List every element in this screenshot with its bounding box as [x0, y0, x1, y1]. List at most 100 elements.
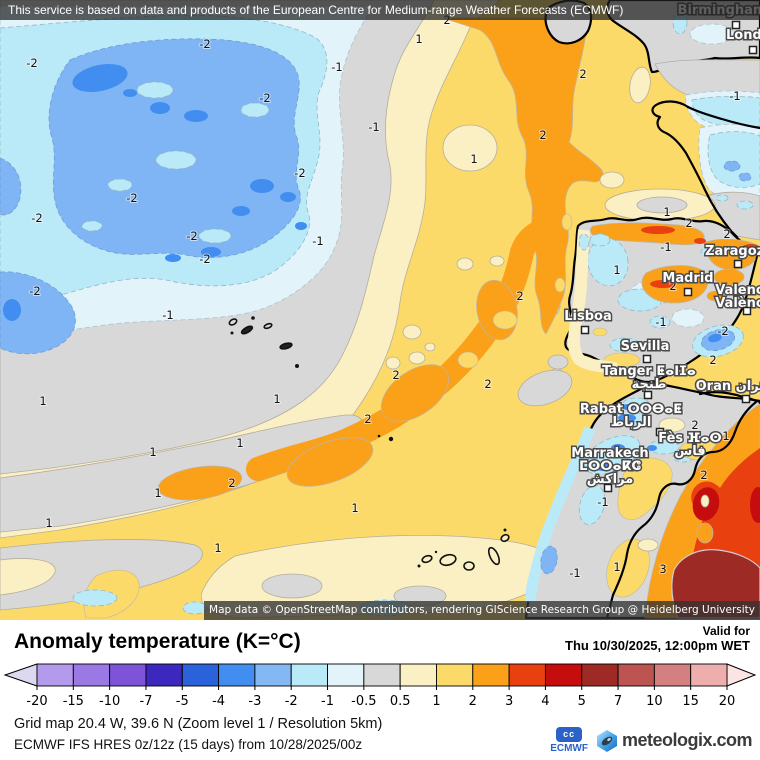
biscay-cyan-dab: [715, 194, 729, 202]
city-london: London: [725, 27, 760, 55]
central-pale-patches: [385, 124, 573, 407]
contour-label: -2: [717, 324, 728, 338]
legend-arrow-right: [726, 663, 757, 687]
contour-label: 2: [751, 382, 758, 396]
contour-label: 1: [663, 205, 670, 219]
contour-label: -2: [199, 37, 210, 51]
contour-label: 1: [722, 429, 729, 443]
city-label: مراكش: [587, 472, 634, 487]
city-label: València: [715, 296, 760, 311]
legend-tick-label: 5: [578, 694, 586, 709]
city-label: Tanger ⵟⴰⵏⵊⴰ: [602, 364, 696, 379]
orange-hole: [696, 522, 714, 544]
contour-label: 1: [149, 445, 156, 459]
contour-label: -2: [126, 191, 137, 205]
contour-label: -1: [312, 234, 323, 248]
map-canvas[interactable]: -2 -2 -2 -1 -1 -2 -2 -2 -2 -2 -1 -2 -1 2 1 2 2 1 -1 1 2 2 -1 1 2…: [0, 0, 760, 620]
contour-label: 2: [516, 289, 523, 303]
legend-tick-label: -4: [212, 694, 225, 709]
yellow-hole: [561, 213, 573, 231]
legend-band: [544, 663, 583, 687]
meteologix-logo[interactable]: meteologix.com: [595, 729, 753, 753]
city-marker: [733, 259, 743, 269]
legend-tick-label: -20: [26, 694, 47, 709]
city-valencia: ValenciaValència: [714, 282, 760, 316]
legend-band: [36, 663, 74, 687]
yellow-hole: [554, 277, 566, 293]
city-marker: [742, 306, 752, 316]
city-label: Lisboa: [564, 309, 612, 324]
contour-label: 1: [415, 32, 422, 46]
legend-tick-label: -0.5: [351, 694, 376, 709]
contour-label: -1: [660, 240, 671, 254]
contour-label: 2: [539, 128, 546, 142]
contour-label: 2: [579, 67, 586, 81]
contour-label: -2: [259, 91, 270, 105]
legend-band: [472, 663, 510, 687]
orange-band-blobs: [157, 279, 518, 501]
legend-band: [581, 663, 619, 687]
legend-band: [436, 663, 474, 687]
legend-band: [363, 663, 401, 687]
contour-label: -1: [331, 60, 342, 74]
city-sevilla: Sevilla: [619, 338, 671, 364]
contour-label: 1: [214, 541, 221, 555]
legend-band: [399, 663, 437, 687]
portugal-coastal-pale-band: [568, 229, 618, 375]
legend-tick-label: -15: [63, 694, 84, 709]
ecmwf-logo[interactable]: cc ECMWF: [550, 727, 588, 754]
city-marker: [580, 325, 590, 335]
legend-band: [109, 663, 147, 687]
legend-tick-label: 7: [614, 694, 622, 709]
region-blue-minus2: [48, 38, 301, 258]
contour-label: 2: [685, 216, 692, 230]
model-info-line: ECMWF IFS HRES 0z/12z (15 days) from 10/…: [14, 737, 363, 752]
city-oran: Oran وهران: [694, 378, 760, 404]
city-marker: [642, 354, 652, 364]
valid-time-block: Valid for Thu 10/30/2025, 12:00pm WET: [565, 624, 750, 653]
algeria-border: [605, 400, 758, 620]
contour-label: -1: [655, 315, 666, 329]
legend-tick-label: -10: [99, 694, 120, 709]
city-marker: [643, 390, 653, 400]
france-coastline: [651, 100, 739, 239]
legend-band: [290, 663, 328, 687]
contour-label: 2: [700, 468, 707, 482]
service-notice-bar: This service is based on data and produc…: [0, 0, 760, 20]
grid-info-line: Grid map 20.4 W, 39.6 N (Zoom level 1 / …: [14, 716, 383, 732]
celtic-pale-patch: [629, 66, 651, 104]
contour-label: 2: [443, 13, 450, 27]
contour-label: 2: [228, 476, 235, 490]
legend-tick-label: -2: [285, 694, 298, 709]
contour-label: 1: [236, 436, 243, 450]
legend-band: [508, 663, 546, 687]
legend-band: [72, 663, 111, 687]
city-label: Zaragoza: [705, 244, 760, 259]
valid-time-value: Thu 10/30/2025, 12:00pm WET: [565, 638, 750, 653]
contour-label: -2: [31, 211, 42, 225]
contour-label: -2: [26, 56, 37, 70]
legend-band: [690, 663, 728, 687]
anomaly-map[interactable]: -2-2-2-1-1-2-2-2-2-2-1-2-121221-1122-112…: [0, 0, 760, 620]
city-label: Sevilla: [621, 339, 670, 354]
city-marker: [603, 483, 613, 493]
legend-band: [327, 663, 365, 687]
city-label: Oran وهران: [696, 379, 760, 394]
legend-tick-label: 4: [541, 694, 549, 709]
blue-minus3-patches: [3, 64, 307, 321]
region-orange-north: [442, 17, 604, 335]
legend-arrow-left: [3, 663, 38, 687]
celtic-pale-patch: [599, 171, 625, 189]
pale-hole: [700, 494, 710, 508]
contour-label: -1: [162, 308, 173, 322]
contour-label: -2: [199, 252, 210, 266]
contour-label: -1: [597, 495, 608, 509]
legend-band: [653, 663, 692, 687]
contour-label: 1: [676, 402, 683, 416]
city-label: طنجة: [632, 377, 667, 392]
city-marker: [731, 20, 741, 30]
legend-tick-label: 15: [682, 694, 699, 709]
page-title: Anomaly temperature (K=°C): [14, 630, 301, 653]
